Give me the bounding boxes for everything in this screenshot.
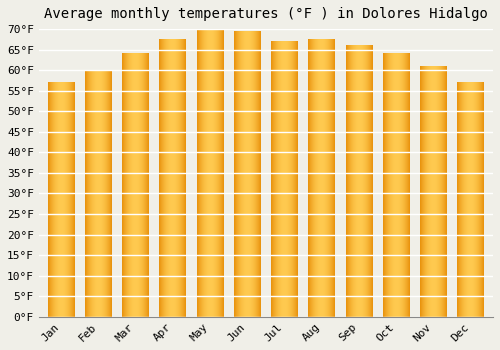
Title: Average monthly temperatures (°F ) in Dolores Hidalgo: Average monthly temperatures (°F ) in Do…	[44, 7, 488, 21]
